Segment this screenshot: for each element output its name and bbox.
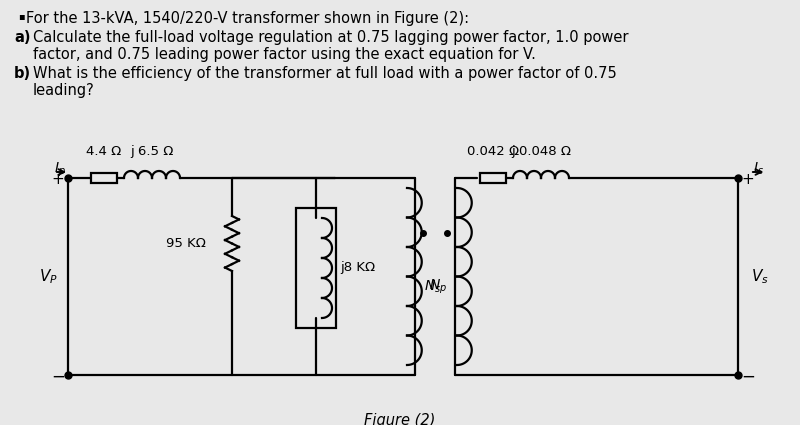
Text: j 0.048 Ω: j 0.048 Ω: [511, 145, 571, 158]
Text: +: +: [52, 172, 64, 187]
Text: +: +: [742, 172, 754, 187]
Text: b): b): [14, 66, 31, 81]
Text: −: −: [741, 368, 755, 386]
Text: Figure (2): Figure (2): [364, 413, 436, 425]
Text: j8 KΩ: j8 KΩ: [340, 261, 375, 275]
Text: What is the efficiency of the transformer at full load with a power factor of 0.: What is the efficiency of the transforme…: [33, 66, 617, 81]
Text: 4.4 Ω: 4.4 Ω: [86, 145, 122, 158]
Text: $V_P$: $V_P$: [38, 267, 58, 286]
Text: $I_p$: $I_p$: [54, 161, 66, 179]
Text: j 6.5 Ω: j 6.5 Ω: [130, 145, 174, 158]
Text: $N_p$: $N_p$: [429, 278, 447, 296]
Bar: [91, 173, 117, 183]
Text: 0.042 Ω: 0.042 Ω: [467, 145, 519, 158]
Text: factor, and 0.75 leading power factor using the exact equation for V.: factor, and 0.75 leading power factor us…: [33, 47, 536, 62]
Bar: [296, 208, 336, 328]
Text: a): a): [14, 30, 30, 45]
Text: $N_s$: $N_s$: [424, 278, 441, 295]
Bar: [480, 173, 506, 183]
Text: 95 KΩ: 95 KΩ: [166, 237, 206, 250]
Text: $I_s$: $I_s$: [753, 161, 763, 177]
Text: $V_s$: $V_s$: [751, 267, 769, 286]
Text: −: −: [51, 368, 65, 386]
Text: Calculate the full-load voltage regulation at 0.75 lagging power factor, 1.0 pow: Calculate the full-load voltage regulati…: [33, 30, 629, 45]
Text: ▪: ▪: [18, 11, 25, 21]
Text: For the 13-kVA, 1540/220-V transformer shown in Figure (2):: For the 13-kVA, 1540/220-V transformer s…: [26, 11, 469, 26]
Text: leading?: leading?: [33, 83, 94, 98]
